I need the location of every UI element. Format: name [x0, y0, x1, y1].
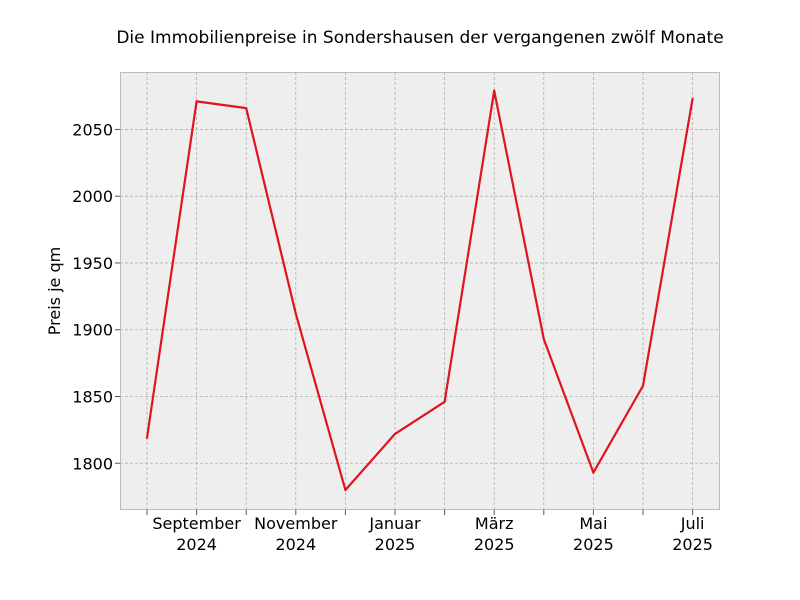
grid [120, 72, 720, 510]
y-tick-label: 1950 [72, 254, 113, 273]
data-point [542, 337, 545, 341]
data-point [344, 488, 347, 492]
x-tick-label-month: November [254, 514, 338, 533]
x-tick-label-year: 2024 [275, 535, 316, 554]
y-tick-label: 1850 [72, 387, 113, 406]
series-layer [145, 89, 694, 492]
x-tick-label-year: 2025 [573, 535, 614, 554]
x-tick-label-year: 2025 [375, 535, 416, 554]
data-point [691, 97, 694, 100]
data-point [493, 89, 496, 92]
data-point [443, 400, 446, 403]
y-tick-label: 2050 [72, 120, 113, 139]
y-axis-label: Preis je qm [45, 247, 64, 335]
data-point [145, 436, 149, 439]
data-point [641, 384, 645, 387]
x-tick-label-month: Mai [579, 514, 607, 533]
data-point [245, 106, 248, 110]
data-point [592, 471, 595, 474]
x-tick-label-month: Januar [368, 514, 421, 533]
x-tick-label-year: 2025 [672, 535, 713, 554]
x-tick-label-month: September [152, 514, 241, 533]
chart-title: Die Immobilienpreise in Sondershausen de… [116, 28, 723, 48]
data-point [393, 432, 397, 435]
axis-ticks: 1800 1850 1900 1950 2000 2050 September 2024 Nov… [72, 120, 713, 554]
plot-area [120, 72, 720, 510]
y-tick-label: 1900 [72, 321, 113, 340]
data-point [294, 312, 297, 315]
y-tick-label: 2000 [72, 187, 113, 206]
x-tick-label-month: März [475, 514, 514, 533]
x-tick-label-year: 2025 [474, 535, 515, 554]
y-tick-label: 1800 [72, 454, 113, 473]
x-tick-label-year: 2024 [176, 535, 217, 554]
price-series-line [145, 89, 694, 492]
x-tick-label-month: Juli [680, 514, 705, 533]
data-point [195, 100, 198, 103]
